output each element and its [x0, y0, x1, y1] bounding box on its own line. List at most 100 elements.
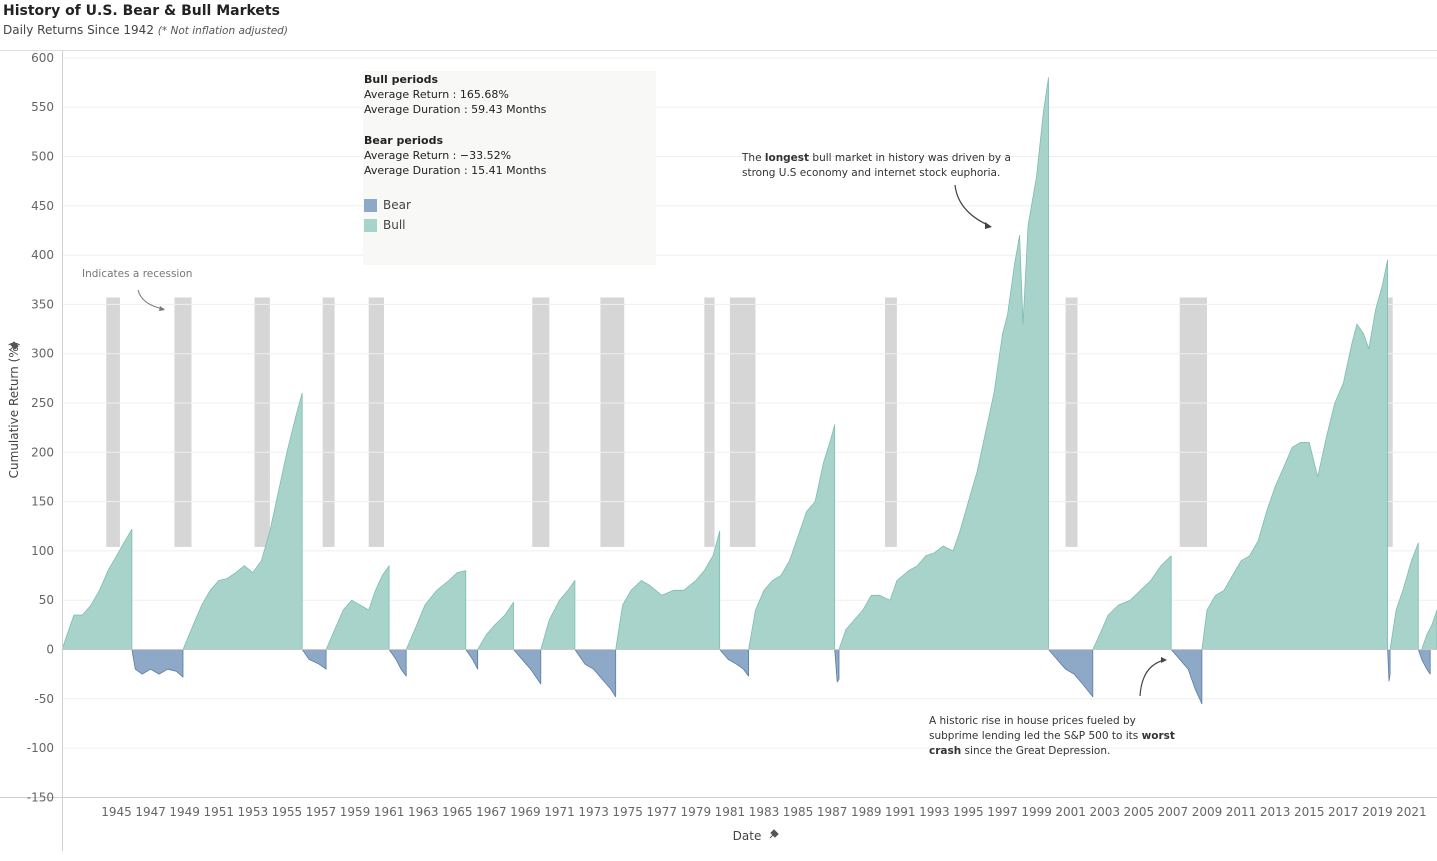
- recession-bar: [1179, 297, 1207, 547]
- recession-bar: [254, 297, 270, 547]
- worst-arrowhead: [1161, 657, 1167, 663]
- bear-period-area[interactable]: [513, 649, 542, 685]
- bear-average-duration: Average Duration : 15.41 Months: [364, 164, 547, 177]
- bull-period-area[interactable]: [748, 424, 836, 650]
- annotations: Indicates a recession The longest bull m…: [82, 152, 1175, 757]
- x-tick-label: 1959: [340, 805, 371, 819]
- recession-bar: [1385, 297, 1393, 547]
- recession-bar: [704, 297, 715, 547]
- x-tick-label: 2007: [1158, 805, 1189, 819]
- x-axis-pin-icon[interactable]: [769, 829, 779, 839]
- bull-period-area[interactable]: [182, 392, 303, 650]
- x-tick-label: 1987: [817, 805, 848, 819]
- y-tick-label: 0: [46, 643, 54, 657]
- x-tick-label: 2021: [1396, 805, 1427, 819]
- bear-period-area[interactable]: [834, 649, 840, 683]
- y-axis-title: Cumulative Return (%): [7, 342, 21, 479]
- longest-arrow: [954, 184, 991, 227]
- x-tick-label: 2013: [1260, 805, 1291, 819]
- x-axis-title[interactable]: Date: [733, 829, 762, 843]
- recession-bar: [368, 297, 385, 547]
- legend-label-bull: Bull: [383, 217, 406, 232]
- x-tick-label: 1955: [272, 805, 303, 819]
- subtitle-note: (* Not inflation adjusted): [157, 25, 288, 37]
- recession-bar: [729, 297, 756, 547]
- axes: -150 -100 -50 0 50 100 150 200 250 300 350 400 450 50…: [0, 50, 1437, 851]
- y-tick-label: 550: [31, 100, 54, 114]
- legend-label-bear: Bear: [383, 197, 411, 212]
- bull-period-area[interactable]: [615, 530, 721, 650]
- bull-period-area[interactable]: [61, 528, 133, 650]
- bear-period-area[interactable]: [1048, 649, 1094, 698]
- bull-period-area[interactable]: [838, 77, 1049, 650]
- legend-item-bull[interactable]: Bull: [364, 215, 656, 235]
- bull-average-return: Average Return : 165.68%: [364, 88, 509, 101]
- x-tick-label: 1985: [783, 805, 814, 819]
- bear-period-area[interactable]: [1170, 649, 1203, 705]
- recession-annotation: Indicates a recession: [82, 268, 192, 280]
- bull-stats-title: Bull periods: [364, 73, 439, 86]
- x-tick-label: 1951: [203, 805, 234, 819]
- y-tick-label: 600: [31, 51, 54, 65]
- bull-period-area[interactable]: [1389, 542, 1419, 650]
- y-axis-pin-icon[interactable]: [9, 341, 19, 351]
- legend: Bear Bull: [364, 195, 656, 235]
- x-tick-label: 2017: [1328, 805, 1359, 819]
- x-tick-label: 1997: [987, 805, 1018, 819]
- legend-item-bear[interactable]: Bear: [364, 195, 656, 215]
- stats-panel: Bull periods Average Return : 165.68% Av…: [363, 71, 656, 265]
- recession-arrowhead: [159, 306, 165, 311]
- y-tick-label: -50: [34, 692, 54, 706]
- longest-arrowhead: [985, 222, 992, 229]
- y-tick-label: 400: [31, 248, 54, 262]
- bear-period-area[interactable]: [388, 649, 407, 677]
- y-tick-label: -100: [27, 741, 54, 755]
- x-tick-label: 2019: [1362, 805, 1393, 819]
- subtitle-text: Daily Returns Since 1942: [3, 23, 154, 37]
- bull-period-area[interactable]: [1092, 555, 1172, 650]
- x-tick-label: 1989: [851, 805, 882, 819]
- y-tick-label: 50: [39, 593, 54, 607]
- x-tick-label: 1963: [408, 805, 439, 819]
- x-tick-label: 1979: [681, 805, 712, 819]
- x-tick-label: 1995: [953, 805, 984, 819]
- y-tick-label: 200: [31, 445, 54, 459]
- bear-period-area[interactable]: [1387, 649, 1391, 682]
- bear-period-area[interactable]: [131, 649, 184, 678]
- recession-bar: [884, 297, 897, 547]
- x-tick-label: 1977: [646, 805, 677, 819]
- recession-bar: [532, 297, 550, 547]
- bear-period-area[interactable]: [301, 649, 327, 670]
- recession-bar: [600, 297, 625, 547]
- y-tick-label: 500: [31, 150, 54, 164]
- bull-period-area[interactable]: [540, 580, 576, 650]
- x-tick-label: 1949: [169, 805, 200, 819]
- bull-period-area[interactable]: [477, 601, 514, 650]
- bear-period-area[interactable]: [1417, 649, 1431, 675]
- bull-period-area[interactable]: [405, 570, 467, 650]
- x-tick-label: 1967: [476, 805, 507, 819]
- legend-swatch-bear: [364, 198, 377, 212]
- worst-arrow: [1139, 659, 1166, 697]
- bull-period-area[interactable]: [325, 565, 390, 650]
- x-tick-label: 1971: [544, 805, 575, 819]
- bear-stats-title: Bear periods: [364, 134, 444, 147]
- recession-bar: [106, 297, 120, 547]
- bear-period-area[interactable]: [574, 649, 617, 698]
- x-tick-label: 1947: [135, 805, 166, 819]
- bull-period-area[interactable]: [1201, 259, 1388, 650]
- x-tick-label: 1991: [885, 805, 916, 819]
- y-tick-label: 450: [31, 199, 54, 213]
- x-tick-label: 2009: [1192, 805, 1223, 819]
- x-tick-label: 1953: [238, 805, 269, 819]
- x-tick-label: 1961: [374, 805, 405, 819]
- x-tick-label: 2003: [1089, 805, 1120, 819]
- bear-period-area[interactable]: [719, 649, 749, 677]
- y-tick-label: 250: [31, 396, 54, 410]
- x-tick-label: 1983: [749, 805, 780, 819]
- series-areas: [61, 77, 1437, 705]
- bear-period-area[interactable]: [465, 649, 479, 670]
- bull-period-area[interactable]: [1421, 609, 1437, 650]
- x-tick-label: 1981: [715, 805, 746, 819]
